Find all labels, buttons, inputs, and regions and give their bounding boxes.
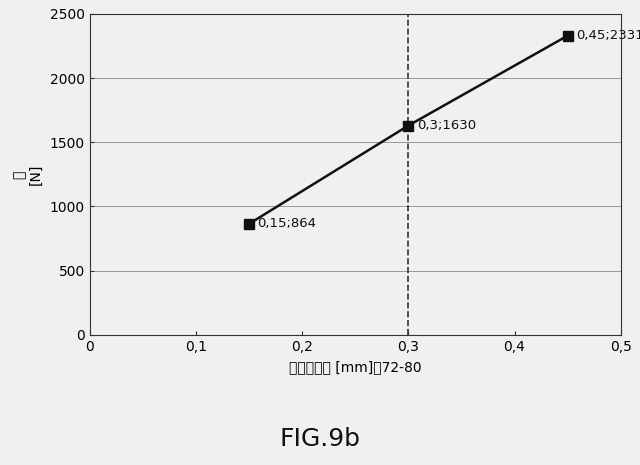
Text: 0,3;1630: 0,3;1630 <box>417 119 476 132</box>
Text: 0,45;2331: 0,45;2331 <box>576 29 640 42</box>
X-axis label: ストローク [mm]：72-80: ストローク [mm]：72-80 <box>289 360 422 375</box>
Text: 0,15;864: 0,15;864 <box>257 218 316 231</box>
Y-axis label: 力
[N]: 力 [N] <box>12 164 43 185</box>
Text: FIG.9b: FIG.9b <box>280 427 360 451</box>
